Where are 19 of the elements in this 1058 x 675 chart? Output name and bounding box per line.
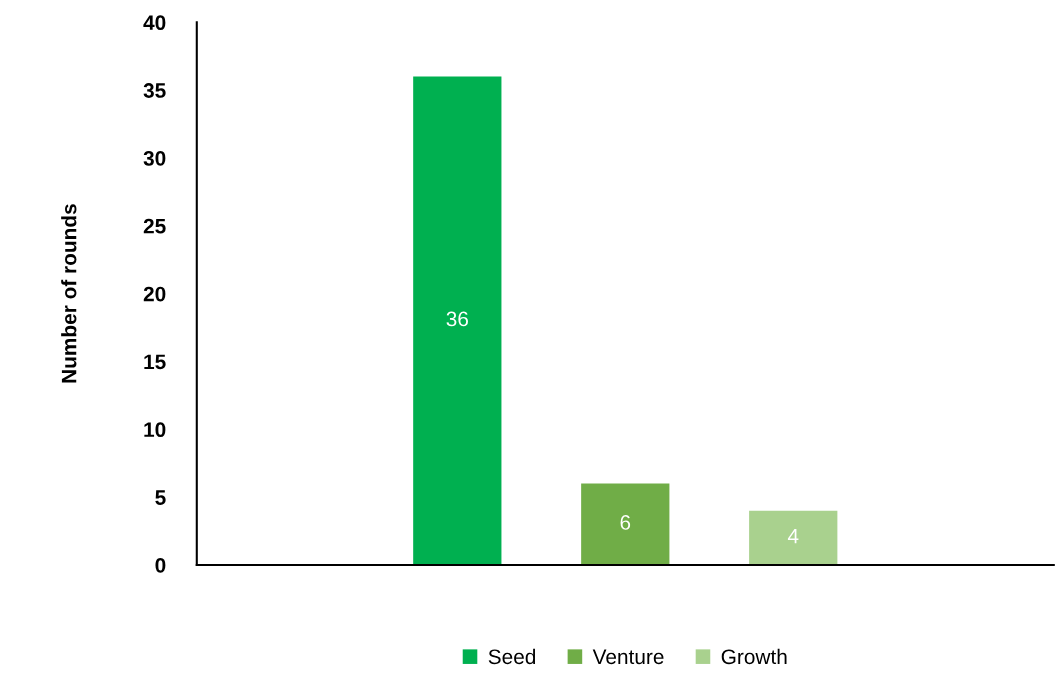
data-label: 36: [446, 311, 468, 327]
y-tick-label: 35: [143, 83, 166, 98]
data-label: 4: [787, 528, 799, 544]
bar: [413, 76, 502, 565]
bar: [581, 483, 670, 565]
y-axis-title: Number of rounds: [61, 204, 77, 383]
legend-label: Growth: [721, 648, 787, 665]
y-tick-label: 40: [143, 15, 166, 31]
y-tick-label: 5: [155, 490, 166, 505]
bar: [749, 510, 838, 565]
y-tick-label: 10: [144, 422, 166, 438]
y-tick-label: 20: [143, 286, 166, 302]
y-tick-label: 25: [143, 218, 166, 234]
legend-label: Seed: [488, 648, 536, 665]
legend-label: Venture: [592, 649, 664, 665]
data-label: 6: [620, 515, 631, 530]
y-tick-label: 30: [143, 150, 166, 166]
y-tick-label: 15: [144, 354, 166, 370]
y-tick-label: 0: [155, 557, 166, 573]
